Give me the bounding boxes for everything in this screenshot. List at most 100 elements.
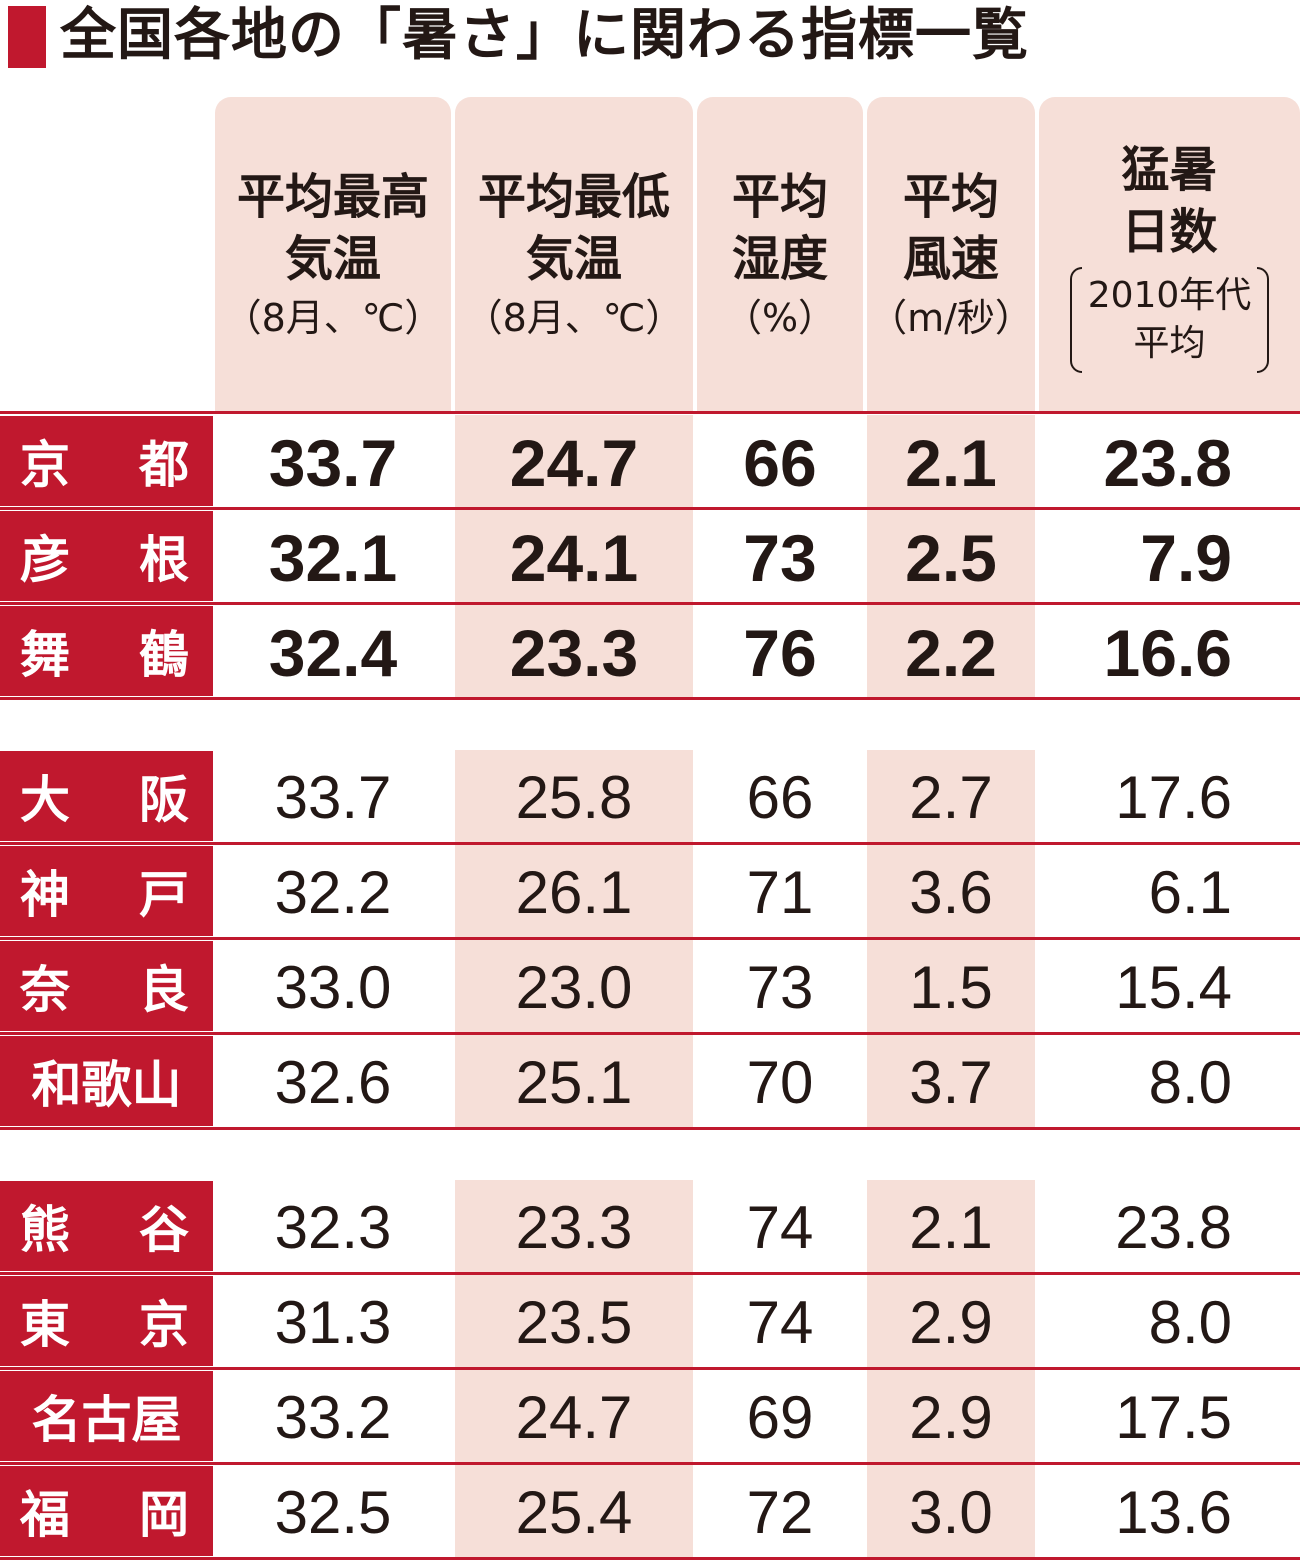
table-cell: 31.3 [274, 1289, 392, 1356]
table-cell: 71 [746, 859, 814, 926]
column-header-label: 平均最高 [236, 169, 429, 225]
open-paren-shape [1069, 267, 1082, 373]
column-header-label: 猛暑 [1121, 142, 1218, 198]
column-header: 猛暑日数 2010年代 平均 [1039, 100, 1300, 412]
column-band [455, 750, 693, 1130]
table-cell: 8.0 [1148, 1289, 1232, 1356]
city-label-text: 戸 [139, 866, 189, 924]
header-band [455, 97, 693, 412]
table-cell: 8.0 [1148, 1049, 1232, 1116]
column-header-label: 湿度 [731, 231, 828, 287]
column-header: 平均 湿度 （%） [697, 100, 863, 412]
column-header-label: 日数 [1121, 204, 1218, 260]
row-divider [0, 1272, 1300, 1275]
table-cell: 16.6 [1103, 615, 1232, 690]
table-cell: 3.6 [909, 859, 993, 926]
city-label: 彦根 [0, 511, 213, 601]
table-cell: 72 [746, 1479, 814, 1546]
table-cell: 1.5 [909, 954, 993, 1021]
table-cell: 74 [746, 1194, 814, 1261]
table-cell: 73 [743, 520, 817, 595]
city-label-text: 東 [20, 1296, 70, 1354]
row-divider [0, 842, 1300, 845]
city-label-text: 彦 [20, 531, 70, 589]
table-cell: 23.5 [515, 1289, 633, 1356]
city-label-text: 京 [20, 436, 70, 494]
column-header-label: 気温 [284, 231, 381, 287]
table-cell: 66 [746, 764, 814, 831]
table-cell: 70 [746, 1049, 814, 1116]
row-divider [0, 507, 1300, 510]
table-cell: 33.7 [274, 764, 392, 831]
column-header-note-line: 平均 [1133, 323, 1206, 364]
row-divider [0, 1557, 1300, 1560]
table-cell: 33.0 [274, 954, 392, 1021]
table-cell: 2.5 [905, 520, 997, 595]
row-divider [0, 602, 1300, 605]
close-paren-shape [1257, 267, 1270, 373]
table-cell: 26.1 [515, 859, 633, 926]
table-cell: 23.8 [1115, 1194, 1232, 1261]
table-cell: 32.3 [274, 1194, 392, 1261]
city-label-text: 谷 [139, 1201, 189, 1259]
table-cell: 66 [743, 425, 817, 500]
city-label: 熊谷 [0, 1181, 213, 1271]
row-divider [0, 1367, 1300, 1370]
table-cell: 2.9 [909, 1384, 993, 1451]
city-label: 奈良 [0, 941, 213, 1031]
city-label-text: 鶴 [139, 626, 189, 684]
table-cell: 33.2 [274, 1384, 392, 1451]
column-header-note-text: 2010年代 平均 [1088, 272, 1252, 368]
table-cell: 23.3 [509, 615, 639, 690]
header-divider [0, 411, 1300, 414]
column-header: 平均最低 気温 （8月、℃） [455, 100, 693, 412]
city-label-text: 岡 [139, 1486, 189, 1544]
column-header-note: 2010年代 平均 [1069, 267, 1270, 373]
table-cell: 73 [746, 954, 814, 1021]
table-cell: 24.1 [509, 520, 639, 595]
table-cell: 2.1 [909, 1194, 993, 1261]
table-cell: 32.5 [274, 1479, 392, 1546]
table-cell: 2.2 [905, 615, 997, 690]
table-cell: 23.8 [1103, 425, 1232, 500]
row-divider [0, 1462, 1300, 1465]
column-band [867, 750, 1035, 1130]
city-label-text: 奈 [20, 961, 70, 1019]
column-header-note-line: 2010年代 [1087, 275, 1252, 316]
city-label-text: 名古屋 [31, 1391, 182, 1449]
column-header-label: 風速 [902, 231, 999, 287]
city-label: 大阪 [0, 751, 213, 841]
city-label-text: 良 [139, 961, 189, 1019]
table-cell: 6.1 [1148, 859, 1232, 926]
city-label-text: 熊 [20, 1201, 70, 1259]
table-cell: 2.7 [909, 764, 993, 831]
table-cell: 2.9 [909, 1289, 993, 1356]
table-cell: 24.7 [509, 425, 639, 500]
column-header-unit: （m/秒） [869, 296, 1033, 340]
city-label: 名古屋 [0, 1371, 213, 1461]
city-label-text: 根 [139, 531, 189, 589]
table-cell: 17.6 [1115, 764, 1232, 831]
table-cell: 32.6 [274, 1049, 392, 1116]
city-label: 舞鶴 [0, 606, 213, 696]
city-label: 京都 [0, 416, 213, 506]
column-header: 平均最高気温 （8月、℃） [215, 100, 451, 412]
column-band [867, 415, 1035, 700]
column-header-unit: （%） [723, 296, 837, 340]
table-cell: 25.8 [515, 764, 633, 831]
column-header-unit: （8月、℃） [464, 296, 684, 340]
table-cell: 74 [746, 1289, 814, 1356]
table-cell: 33.7 [268, 425, 398, 500]
city-label: 和歌山 [0, 1036, 213, 1126]
column-header: 平均風速 （m/秒） [867, 100, 1035, 412]
city-label: 東京 [0, 1276, 213, 1366]
table-cell: 25.4 [515, 1479, 633, 1546]
city-label: 神戸 [0, 846, 213, 936]
table-cell: 13.6 [1115, 1479, 1232, 1546]
city-label-text: 神 [20, 866, 70, 924]
header-band [215, 97, 451, 412]
row-divider [0, 937, 1300, 940]
column-header-label: 平均 [902, 169, 999, 225]
city-label-text: 阪 [139, 771, 189, 829]
column-header-unit: （8月、℃） [223, 296, 443, 340]
